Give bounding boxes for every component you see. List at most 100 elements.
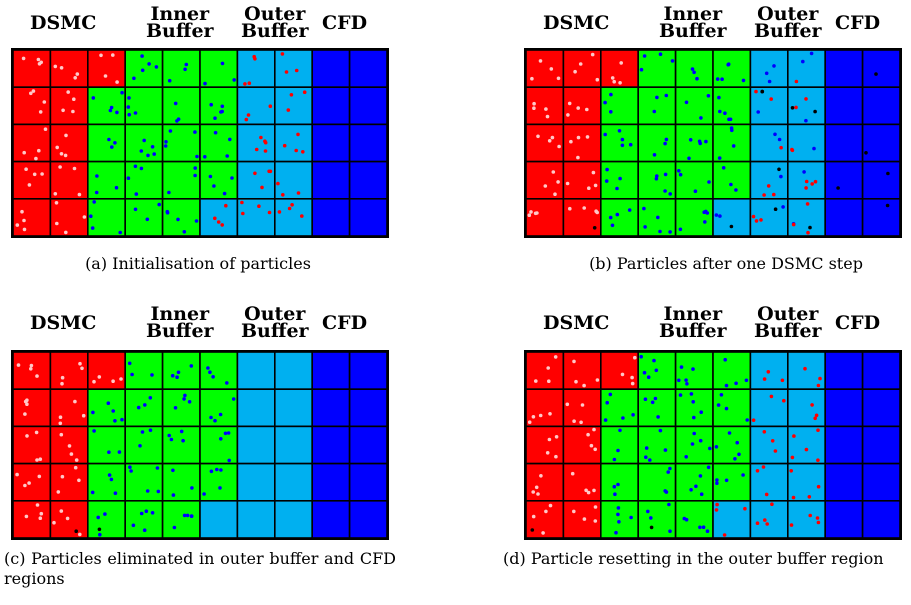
particle <box>595 77 600 82</box>
particle <box>69 452 74 456</box>
particle <box>663 141 667 146</box>
particles <box>15 361 236 537</box>
grid-cell <box>712 425 752 465</box>
particle <box>287 206 292 211</box>
particle <box>731 144 736 148</box>
particle <box>74 529 78 533</box>
particle <box>226 431 231 435</box>
particle <box>724 406 729 411</box>
particle <box>27 481 31 485</box>
particle <box>649 516 653 520</box>
grid-cell <box>861 388 900 428</box>
particle <box>183 393 187 398</box>
particle <box>534 485 539 490</box>
particle <box>107 473 112 477</box>
grid-cell <box>236 462 276 502</box>
particle <box>222 191 227 196</box>
particle <box>25 402 29 406</box>
grid-cell <box>674 160 714 200</box>
particle <box>735 440 739 445</box>
particle <box>38 516 43 520</box>
label-inner-buffer: Inner Buffer <box>146 303 214 342</box>
particle <box>32 172 37 177</box>
particle <box>260 185 264 190</box>
particle <box>527 420 532 424</box>
grid-cell <box>161 198 201 236</box>
particle <box>589 443 594 448</box>
particle <box>220 109 224 114</box>
particle <box>808 225 812 230</box>
particle <box>220 223 224 227</box>
label-outer-buffer: Outer Buffer <box>754 3 822 42</box>
particle <box>654 368 659 373</box>
particle <box>550 135 555 140</box>
grid-cell <box>13 160 52 200</box>
particle <box>82 215 87 219</box>
particle <box>689 392 694 396</box>
particle <box>554 454 558 459</box>
grid-cell <box>562 388 602 428</box>
particle <box>55 145 59 150</box>
particle <box>127 361 132 366</box>
particle <box>230 176 234 180</box>
particle <box>213 116 217 120</box>
particle <box>59 509 64 513</box>
particle <box>536 492 540 496</box>
particle <box>813 109 817 114</box>
grid-cell <box>87 462 127 502</box>
particle <box>692 415 696 420</box>
particle <box>620 137 625 142</box>
particle <box>694 484 698 489</box>
particle <box>263 149 268 153</box>
particle <box>529 210 533 214</box>
particle <box>708 446 712 451</box>
grid-cell <box>861 500 900 538</box>
particle <box>139 166 144 171</box>
particle <box>593 183 598 188</box>
particle <box>668 230 672 234</box>
grid-cell <box>562 50 602 89</box>
grid-cell <box>861 123 900 163</box>
grid-cell <box>13 462 52 502</box>
particle <box>241 211 245 216</box>
particle <box>16 363 21 367</box>
particle <box>23 412 27 416</box>
particle <box>38 110 43 114</box>
particle <box>772 64 776 68</box>
particle <box>612 457 617 462</box>
particle <box>29 367 33 371</box>
grid-cell <box>273 388 313 428</box>
particle <box>556 180 560 184</box>
particle <box>608 392 613 397</box>
particle <box>603 418 608 422</box>
particle <box>109 477 114 482</box>
grid-cell <box>273 123 313 163</box>
particle <box>658 52 663 56</box>
particle <box>106 401 111 405</box>
particle <box>791 222 796 227</box>
grid-cell <box>637 425 677 465</box>
particle <box>729 182 733 187</box>
particle <box>663 489 667 493</box>
particle <box>593 447 597 452</box>
particle <box>543 184 548 188</box>
particle <box>762 193 766 197</box>
particle <box>779 174 783 179</box>
particle <box>642 206 646 211</box>
grid-cell <box>562 198 602 236</box>
particle <box>227 458 231 463</box>
particle <box>808 513 812 518</box>
particle <box>193 166 197 170</box>
particle <box>780 378 785 383</box>
grid-svg <box>526 50 900 236</box>
particle <box>585 135 590 139</box>
particle <box>118 230 122 235</box>
particle <box>704 209 708 214</box>
particle <box>734 188 738 192</box>
grid-cell <box>824 462 864 502</box>
grid-cell <box>786 388 826 428</box>
grid-cell <box>348 160 387 200</box>
particle <box>755 521 760 525</box>
grid-cell <box>861 352 900 391</box>
particle <box>206 366 210 370</box>
